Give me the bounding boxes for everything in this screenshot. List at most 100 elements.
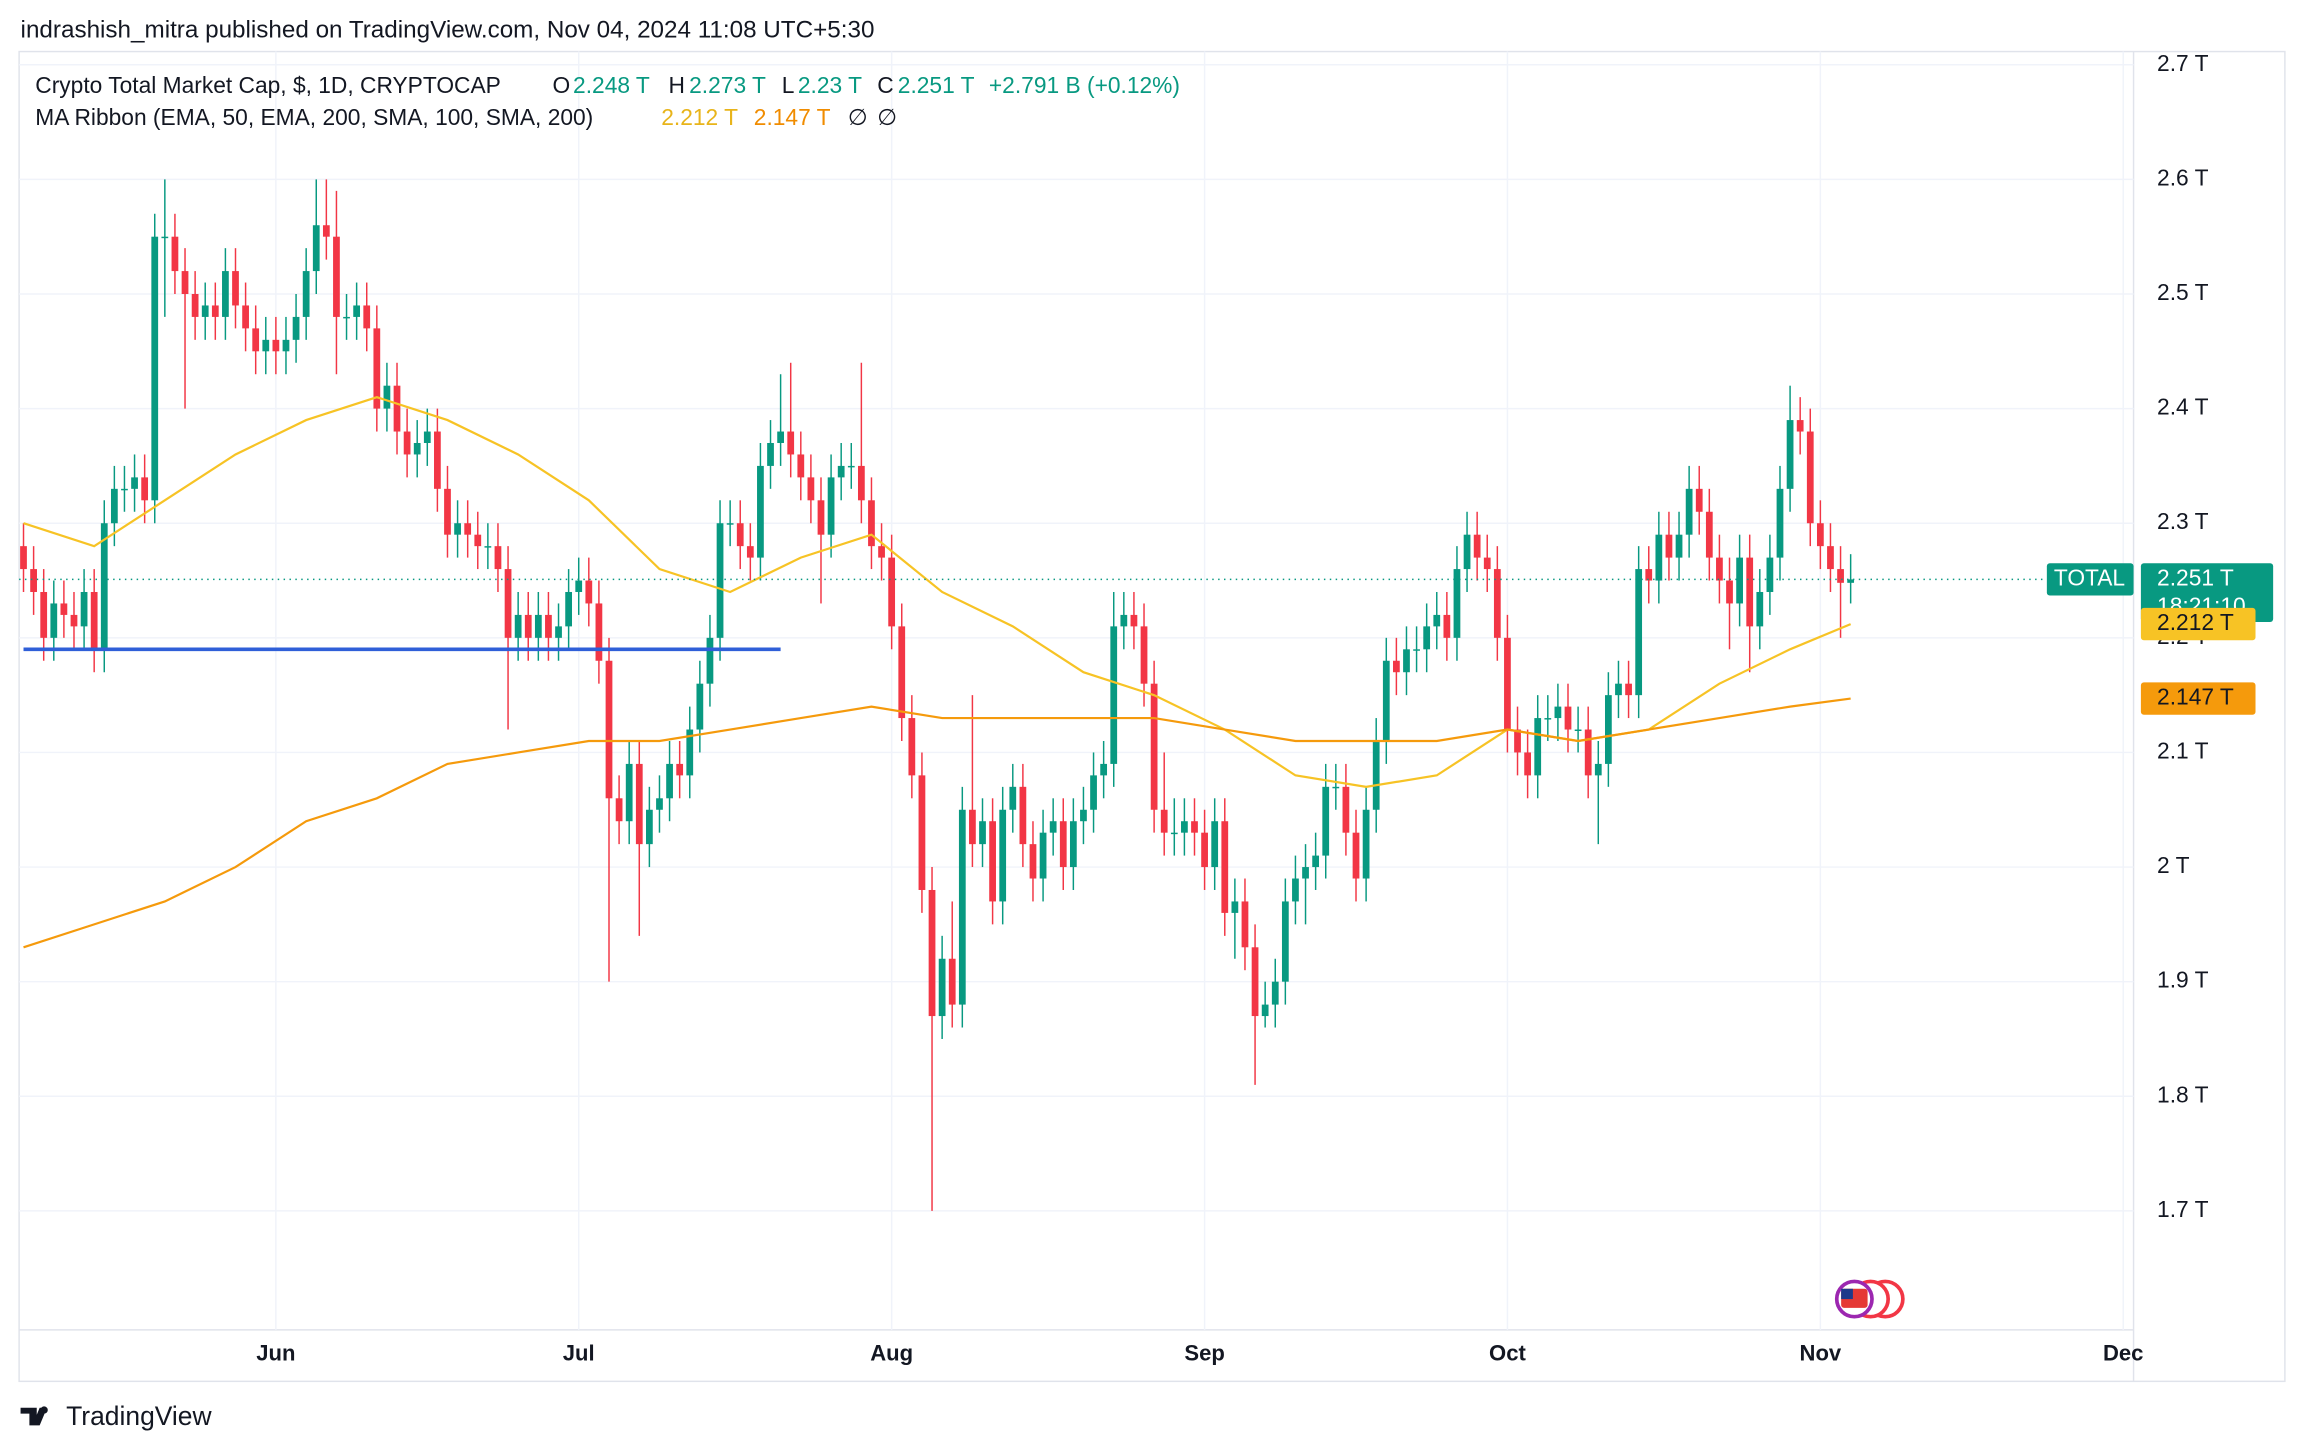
brand-logo <box>20 1406 48 1426</box>
x-tick-label: Aug <box>870 1341 913 1366</box>
candle-body <box>141 477 149 501</box>
candle-body <box>1120 614 1128 627</box>
ma-tag <box>2140 607 2256 641</box>
indicator-name: MA Ribbon (EMA, 50, EMA, 200, SMA, 100, … <box>35 104 593 130</box>
candle-body <box>938 958 946 1017</box>
candle-body <box>1493 569 1501 638</box>
candle-body <box>1292 878 1299 902</box>
candle-body <box>222 271 229 317</box>
candle-body <box>918 775 926 890</box>
candle-body <box>1806 431 1814 524</box>
candle-body <box>60 603 68 615</box>
candle-body <box>302 271 310 317</box>
candle-body <box>726 523 734 525</box>
candle-body <box>1160 809 1168 833</box>
candle-body <box>1170 832 1178 835</box>
candle-body <box>1827 546 1834 570</box>
brand-name: TradingView <box>66 1401 212 1431</box>
legend: Crypto Total Market Cap, $, 1D, CRYPTOCA… <box>35 72 1180 130</box>
candle-body <box>1584 729 1592 776</box>
candle-body <box>151 236 159 501</box>
candle-body <box>444 488 451 535</box>
candle-body <box>1726 580 1733 604</box>
candle-body <box>736 523 744 547</box>
y-tick-label: 1.7 T <box>2157 1196 2209 1222</box>
candle-body <box>817 500 825 535</box>
flag-icon <box>1841 1288 1853 1300</box>
y-tick-label: 2.7 T <box>2157 50 2209 76</box>
candle-body <box>403 431 411 455</box>
candle-body <box>1382 660 1390 741</box>
candle-body <box>1090 775 1097 810</box>
price-tag <box>2140 563 2274 622</box>
candle-body <box>1251 947 1259 1017</box>
candle-body <box>1554 706 1562 719</box>
candle-body <box>242 305 249 329</box>
candle-body <box>1645 569 1653 581</box>
candle-body <box>757 465 764 558</box>
candle-body <box>1463 534 1471 570</box>
y-tick-label: 2.6 T <box>2157 164 2209 190</box>
candle-body <box>1110 626 1118 764</box>
byline: indrashish_mitra published on TradingVie… <box>21 16 875 43</box>
y-tick-label: 2.5 T <box>2157 279 2209 305</box>
candle-body <box>928 889 936 1017</box>
candle-body <box>70 614 78 627</box>
candle-body <box>110 488 118 524</box>
candle-body <box>575 580 583 592</box>
candle-body <box>1039 832 1047 879</box>
ma-line <box>23 395 1852 788</box>
candle-body <box>1271 981 1279 1005</box>
candle-body <box>1665 534 1673 558</box>
candle-body <box>555 626 562 638</box>
candle-body <box>1746 557 1754 627</box>
candle-body <box>686 729 694 776</box>
candle-body <box>1594 763 1602 776</box>
candle-body <box>1423 626 1431 650</box>
y-tick-label: 1.9 T <box>2157 967 2209 993</box>
ma-tag <box>2140 682 2256 715</box>
y-tick-label: 1.8 T <box>2157 1081 2209 1107</box>
candle-body <box>1140 626 1148 684</box>
candle-body <box>373 328 381 409</box>
candle-body <box>1080 809 1087 822</box>
indicator-value: 2.147 T <box>754 104 831 130</box>
legend-value: 2.273 T <box>689 72 766 98</box>
candle-body <box>1261 1004 1269 1017</box>
candle-body <box>1816 523 1824 547</box>
candle-body <box>1544 718 1552 720</box>
candle-body <box>1403 649 1410 673</box>
candle-body <box>1564 706 1572 730</box>
candle-body <box>211 305 219 317</box>
candle-body <box>888 557 896 627</box>
candle-body <box>1059 821 1067 868</box>
candle-body <box>1705 511 1713 558</box>
candle-body <box>1191 821 1198 833</box>
candle-body <box>1635 569 1643 696</box>
candle-body <box>484 546 492 548</box>
candle-body <box>1483 557 1491 570</box>
candle-body <box>131 477 138 489</box>
candle-body <box>1332 786 1340 789</box>
candle-body <box>1241 901 1249 948</box>
candle-body <box>1413 649 1420 651</box>
x-tick-label: Oct <box>1489 1341 1526 1366</box>
x-tick-label: Dec <box>2103 1341 2143 1366</box>
candle-body <box>545 614 552 638</box>
candle-body <box>181 271 189 294</box>
candle-body <box>1322 786 1330 856</box>
candle-body <box>1150 683 1158 810</box>
candle-body <box>1504 637 1511 730</box>
symbol-tag-label: TOTAL <box>2054 564 2125 590</box>
candle-body <box>958 809 966 1005</box>
candle-body <box>1211 821 1219 868</box>
candle-body <box>171 236 179 272</box>
candle-body <box>807 477 815 501</box>
candle-body <box>363 305 371 329</box>
candle-body <box>1756 591 1764 627</box>
candle-body <box>1847 579 1855 583</box>
candle-body <box>272 339 280 352</box>
candle-body <box>1453 569 1461 638</box>
candle-body <box>777 431 784 443</box>
x-tick-label: Nov <box>1800 1341 1842 1366</box>
